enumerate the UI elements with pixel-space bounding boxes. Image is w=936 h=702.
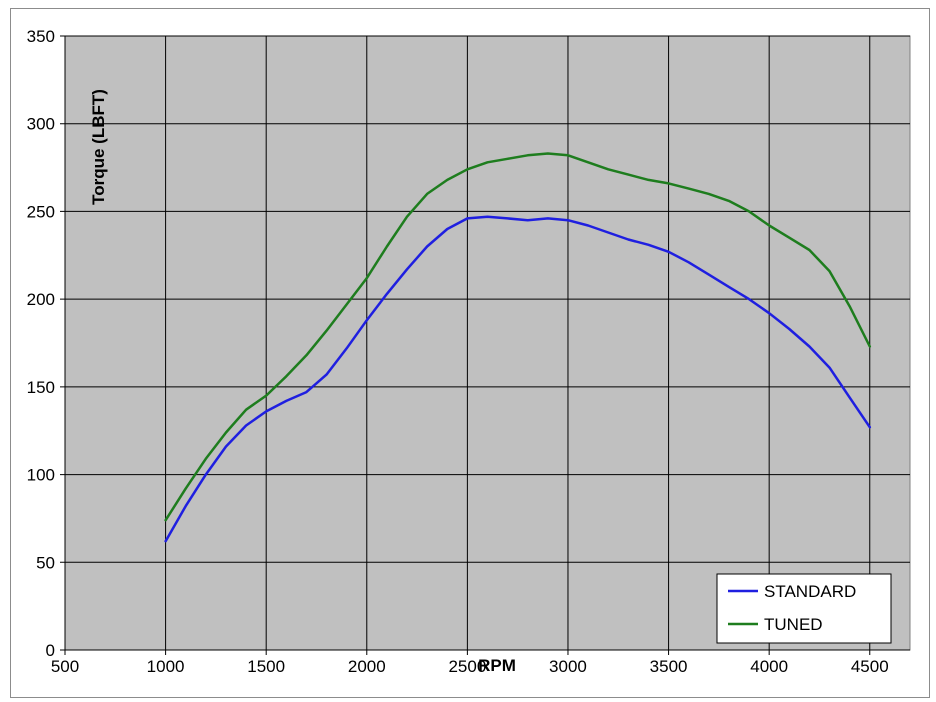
x-tick-label: 3500: [650, 657, 688, 676]
y-axis-title: Torque (LBFT): [89, 89, 108, 205]
series-line-standard: [164, 215, 872, 543]
legend-label-standard: STANDARD: [764, 582, 856, 601]
y-tick-label: 0: [46, 641, 55, 660]
y-axis-ticks: 0 50 100 150 200 250 300 350: [27, 27, 55, 660]
y-tick-label: 350: [27, 27, 55, 46]
legend-label-tuned: TUNED: [764, 615, 823, 634]
legend-box: [716, 573, 892, 644]
series-line-tuned: [164, 152, 872, 522]
x-tick-label: 4000: [750, 657, 788, 676]
x-tick-label: 3000: [549, 657, 587, 676]
torque-chart: 500 1000 1500 2000 2500 3000 3500 4000 4500 0 50 1…: [27, 27, 911, 676]
x-tick-label: 4500: [851, 657, 889, 676]
y-tick-label: 200: [27, 290, 55, 309]
x-axis-title: RPM: [478, 656, 516, 675]
x-tick-label: 2000: [348, 657, 386, 676]
legend: STANDARD TUNED: [716, 573, 892, 644]
grid-lines: [60, 35, 910, 655]
data-series: [164, 152, 872, 543]
y-tick-label: 100: [27, 466, 55, 485]
y-tick-label: 250: [27, 202, 55, 221]
y-tick-label: 300: [27, 115, 55, 134]
chart-frame: 500 1000 1500 2000 2500 3000 3500 4000 4500 0 50 1…: [10, 8, 930, 698]
x-tick-label: 2500: [448, 657, 486, 676]
x-axis-ticks: 500 1000 1500 2000 2500 3000 3500 4000 4500: [51, 657, 889, 676]
x-tick-label: 1000: [147, 657, 185, 676]
x-tick-label: 500: [51, 657, 79, 676]
x-tick-label: 1500: [247, 657, 285, 676]
y-tick-label: 150: [27, 378, 55, 397]
plot-area: [64, 35, 911, 651]
y-tick-label: 50: [36, 553, 55, 572]
